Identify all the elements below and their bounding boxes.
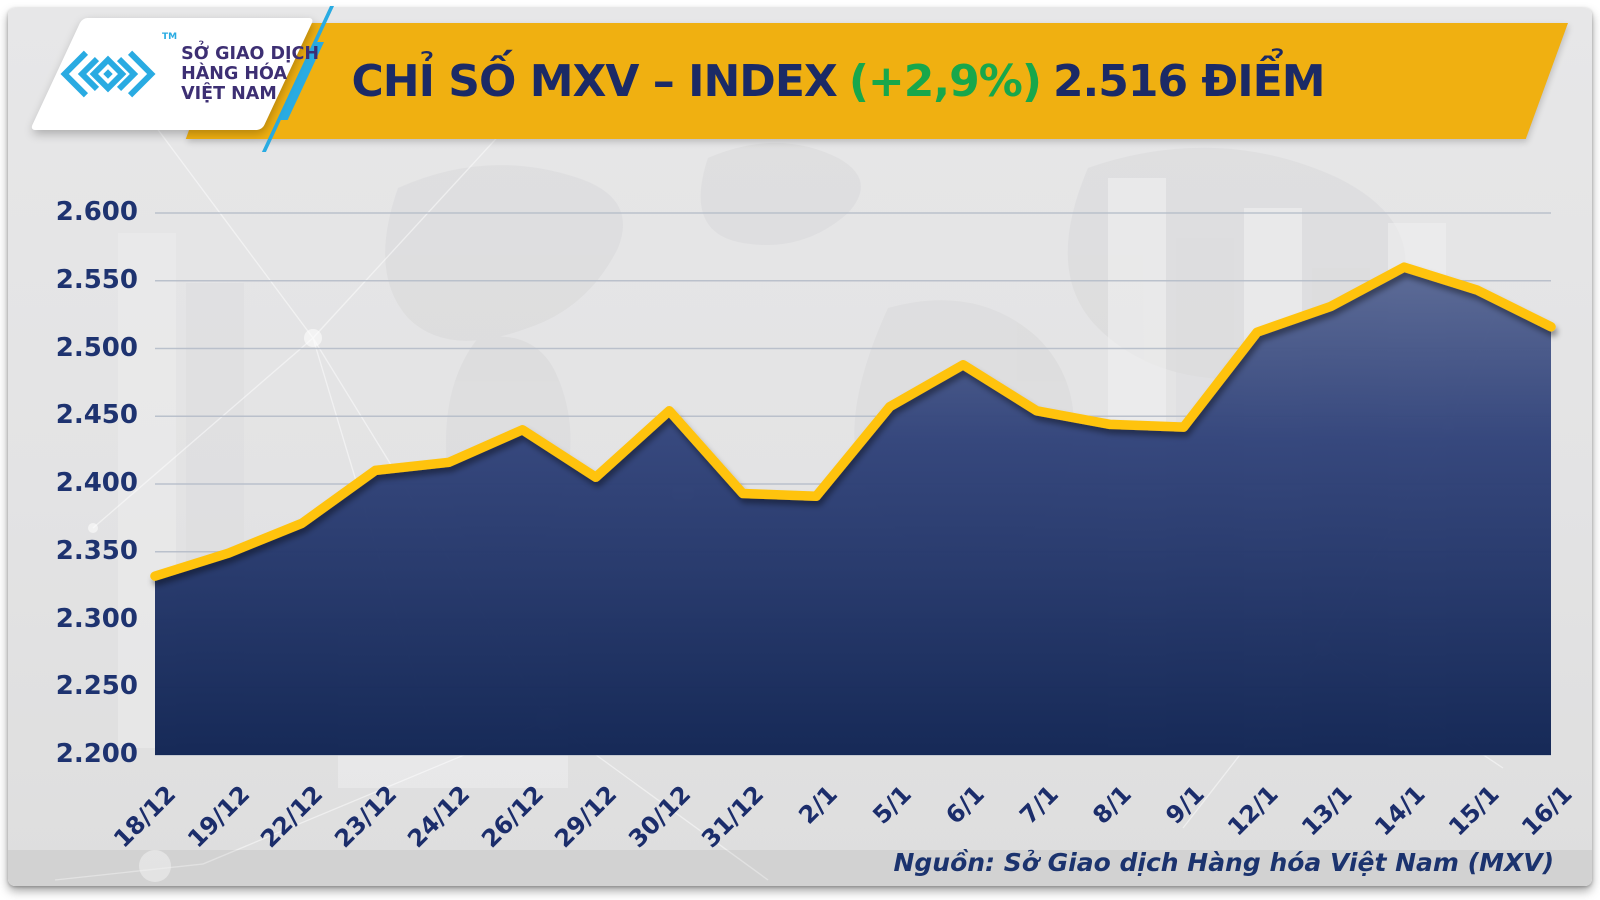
- y-axis-label: 2.600: [55, 197, 138, 227]
- org-line-1: SỞ GIAO DỊCH: [181, 43, 320, 64]
- org-line-2: HÀNG HÓA: [181, 63, 287, 84]
- chart-panel: 2.200 2.250 2.300 2.350 2.400 2.450 2.500 2.550…: [8, 8, 1592, 886]
- title-prefix: CHỈ SỐ MXV – INDEX: [351, 55, 837, 107]
- y-axis-label: 2.250: [55, 671, 138, 702]
- organization-name: SỞ GIAO DỊCH HÀNG HÓA VIỆT NAM: [181, 44, 319, 105]
- y-axis-label: 2.550: [55, 264, 138, 295]
- page-title: CHỈ SỐ MXV – INDEX (+2,9%) 2.516 ĐIỂM: [351, 56, 1324, 107]
- index-line: [150, 262, 1556, 581]
- mxv-logo-card: TM SỞ GIAO DỊCH HÀNG HÓA VIỆT NAM: [30, 18, 319, 130]
- footer-strip: [8, 850, 1592, 886]
- trademark-symbol: TM: [162, 32, 178, 42]
- y-axis-label: 2.500: [55, 332, 138, 363]
- area-fill: [155, 267, 1551, 755]
- y-axis-label: 2.400: [55, 468, 138, 498]
- source-attribution: Nguồn: Sở Giao dịch Hàng hóa Việt Nam (M…: [893, 848, 1554, 877]
- title-banner: CHỈ SỐ MXV – INDEX (+2,9%) 2.516 ĐIỂM: [185, 23, 1569, 139]
- y-axis-label: 2.200: [55, 739, 138, 769]
- mxv-chevron-logo-icon: [60, 50, 156, 98]
- y-axis-label: 2.450: [55, 400, 138, 431]
- org-line-3: VIỆT NAM: [181, 84, 277, 105]
- title-index-value: 2.516 ĐIỂM: [1052, 55, 1325, 107]
- index-area-chart: [150, 212, 1556, 756]
- title-change-percent: (+2,9%): [848, 55, 1041, 107]
- y-axis-label: 2.300: [55, 603, 138, 634]
- title-banner-content: CHỈ SỐ MXV – INDEX (+2,9%) 2.516 ĐIỂM: [228, 23, 1568, 139]
- y-axis-label: 2.350: [55, 535, 138, 566]
- mxv-logo: TM SỞ GIAO DỊCH HÀNG HÓA VIỆT NAM: [30, 18, 319, 130]
